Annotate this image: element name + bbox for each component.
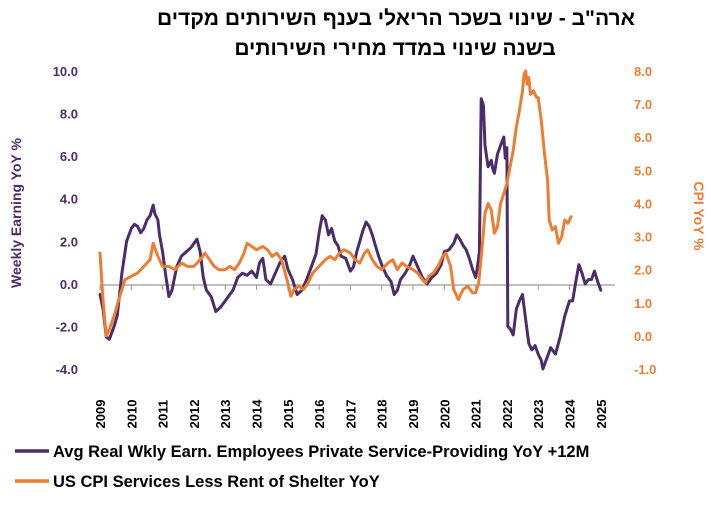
x-tick-label: 2013 [218, 400, 233, 429]
right-tick-label: 4.0 [634, 196, 652, 211]
x-tick-label: 2017 [343, 400, 358, 429]
left-tick-label: 8.0 [60, 107, 78, 122]
series-line-cpi [98, 69, 573, 338]
left-tick-label: 0.0 [60, 277, 78, 292]
x-tick-label: 2019 [406, 400, 421, 429]
right-tick-label: 0.0 [634, 329, 652, 344]
left-tick-label: 10.0 [53, 64, 78, 79]
series-layer [98, 69, 603, 371]
right-tick-label: 6.0 [634, 130, 652, 145]
x-tick-label: 2011 [156, 400, 171, 428]
x-tick-label: 2014 [250, 399, 265, 429]
left-axis-ticks: 10.0 8.0 6.0 4.0 2.0 0.0 -2.0 -4.0 [53, 64, 78, 377]
left-tick-label: 6.0 [60, 149, 78, 164]
x-tick-label: 2016 [312, 400, 327, 429]
x-tick-label: 2015 [281, 400, 296, 429]
left-tick-label: 4.0 [60, 192, 78, 207]
series-line-earnings [98, 97, 603, 371]
legend-label-earnings: Avg Real Wkly Earn. Employees Private Se… [53, 443, 589, 461]
left-tick-label: -4.0 [56, 362, 78, 377]
right-tick-label: 8.0 [634, 64, 652, 79]
x-tick-label: 2020 [437, 400, 452, 429]
left-axis-title: Weekly Earning YoY % [8, 137, 24, 287]
x-tick-label: 2009 [93, 400, 108, 429]
right-axis-title: CPI YoY % [691, 181, 707, 251]
legend-label-cpi: US CPI Services Less Rent of Shelter YoY [53, 473, 380, 491]
right-tick-label: 1.0 [634, 296, 652, 311]
x-tick-label: 2023 [531, 400, 546, 429]
x-tick-label: 2010 [124, 400, 139, 429]
right-tick-label: 2.0 [634, 263, 652, 278]
right-tick-label: 3.0 [634, 230, 652, 245]
right-tick-label: 5.0 [634, 163, 652, 178]
x-tick-label: 2018 [375, 400, 390, 429]
x-tick-label: 2022 [500, 400, 515, 429]
legend: Avg Real Wkly Earn. Employees Private Se… [15, 443, 589, 491]
x-axis-ticks: 2009 2010 2011 2012 2013 2014 2015 2016 2017 2018… [93, 285, 609, 428]
left-tick-label: -2.0 [56, 319, 78, 334]
right-tick-label: 7.0 [634, 97, 652, 112]
right-axis-ticks: 8.0 7.0 6.0 5.0 4.0 3.0 2.0 1.0 0.0 -1.0 [634, 64, 656, 377]
chart-title-line-1: ארה"ב - שינוי בשכר הריאלי בענף השירותים … [157, 7, 635, 30]
x-tick-label: 2012 [187, 400, 202, 429]
right-tick-label: -1.0 [634, 362, 656, 377]
x-tick-label: 2025 [594, 400, 609, 429]
chart-title-line-2: בשנה שינוי במדד מחירי השירותים [234, 37, 555, 60]
x-tick-label: 2021 [469, 400, 484, 429]
left-tick-label: 2.0 [60, 234, 78, 249]
x-tick-label: 2024 [563, 399, 578, 429]
